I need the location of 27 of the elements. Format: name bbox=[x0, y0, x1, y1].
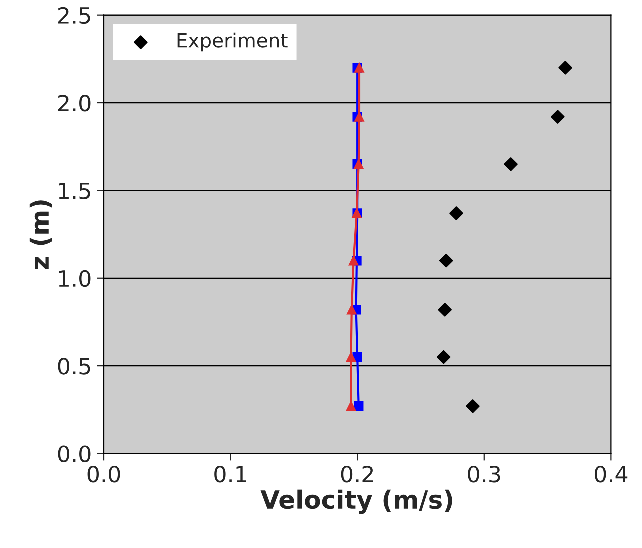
x-tick-label: 0.4 bbox=[594, 466, 628, 483]
point bbox=[346, 402, 356, 412]
point bbox=[504, 157, 518, 172]
point bbox=[348, 256, 359, 266]
x-axis-title: Velocity (m/s) bbox=[260, 490, 452, 514]
point bbox=[354, 402, 364, 412]
y-tick-label: 0.0 bbox=[58, 446, 91, 463]
legend-label: Experiment bbox=[178, 32, 288, 52]
point bbox=[347, 305, 357, 315]
point bbox=[438, 303, 452, 317]
y-tick-label: 2.0 bbox=[58, 94, 91, 112]
y-tick-label: 1.0 bbox=[59, 270, 91, 288]
point bbox=[346, 352, 356, 362]
y-tick-label: 0.5 bbox=[58, 358, 90, 375]
point bbox=[466, 399, 480, 414]
x-tick-label: 0.3 bbox=[468, 466, 500, 483]
x-tick-label: 0.1 bbox=[214, 466, 246, 483]
y-axis-title: z (m) bbox=[30, 200, 52, 270]
point bbox=[439, 254, 454, 268]
point bbox=[558, 61, 572, 75]
x-tick-label: 0.0 bbox=[88, 466, 120, 483]
y-tick-label: 1.5 bbox=[59, 182, 90, 200]
point bbox=[436, 350, 451, 364]
y-tick-label: 2.5 bbox=[58, 7, 90, 24]
point bbox=[551, 110, 565, 124]
point bbox=[450, 206, 464, 220]
x-tick-label: 0.2 bbox=[341, 466, 374, 483]
